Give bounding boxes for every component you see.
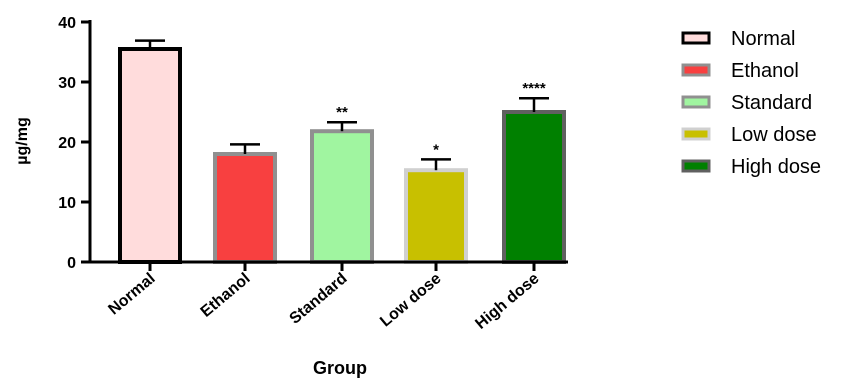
- legend-item: High dose: [681, 156, 821, 178]
- bar-high-dose: [502, 110, 566, 264]
- error-bar: [519, 96, 549, 112]
- y-tick-label: 20: [58, 135, 76, 152]
- legend-item: Low dose: [681, 124, 817, 146]
- significance-layer: *******: [336, 80, 546, 158]
- legend-label: Normal: [731, 28, 795, 50]
- x-tick-label: High dose: [472, 270, 542, 333]
- y-tick-label: 30: [58, 75, 76, 92]
- x-tick-label: Low dose: [377, 270, 445, 331]
- x-axis-title: Group: [313, 358, 367, 378]
- legend-label: Ethanol: [731, 60, 799, 82]
- bar-normal: [118, 47, 182, 264]
- bars-layer: [118, 47, 566, 264]
- legend-swatch: [681, 63, 711, 77]
- legend-item: Normal: [681, 28, 795, 50]
- y-tick-label: 10: [58, 195, 76, 212]
- y-tick-label: 40: [58, 15, 76, 32]
- legend-swatch: [681, 127, 711, 141]
- significance-label: *: [433, 141, 439, 158]
- bar-standard: [310, 129, 374, 264]
- bar-low-dose: [404, 168, 468, 264]
- legend-label: Standard: [731, 92, 812, 114]
- legend: Normal Ethanol Standard Low dose High dose: [681, 28, 821, 178]
- error-bar: [327, 120, 357, 132]
- error-bar: [135, 39, 165, 49]
- legend-swatch: [681, 95, 711, 109]
- legend-item: Ethanol: [681, 60, 799, 82]
- legend-swatch: [681, 159, 711, 173]
- significance-label: **: [336, 104, 348, 121]
- error-bar: [421, 158, 451, 171]
- y-axis-title: µg/mg: [14, 117, 31, 164]
- significance-label: ****: [522, 80, 546, 97]
- legend-label: Low dose: [731, 124, 817, 146]
- legend-label: High dose: [731, 156, 821, 178]
- y-tick-label: 0: [67, 255, 76, 272]
- x-tick-label: Ethanol: [198, 270, 254, 321]
- x-tick-label: Normal: [105, 270, 158, 318]
- legend-swatch: [681, 31, 711, 45]
- legend-item: Standard: [681, 92, 812, 114]
- error-bar: [230, 143, 260, 154]
- x-tick-label: Standard: [287, 270, 351, 328]
- x-axis: Normal Ethanol Standard Low dose High dose: [88, 260, 568, 333]
- y-axis: 0 10 20 30 40: [58, 15, 92, 272]
- bar-ethanol: [213, 152, 277, 264]
- error-bars-layer: [135, 39, 549, 171]
